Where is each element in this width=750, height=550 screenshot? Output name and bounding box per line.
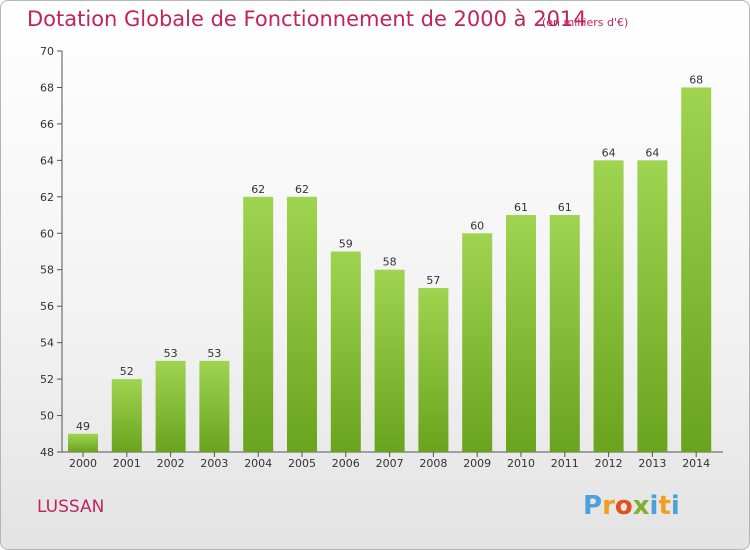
x-tick-label: 2009 <box>463 457 491 470</box>
y-tick-label: 50 <box>40 410 54 423</box>
x-tick-label: 2014 <box>682 457 710 470</box>
bar <box>462 233 493 452</box>
data-label: 58 <box>383 256 397 269</box>
bar <box>681 87 712 453</box>
data-label: 68 <box>689 73 703 86</box>
y-tick-label: 64 <box>40 154 54 167</box>
x-tick-label: 2013 <box>638 457 666 470</box>
data-label: 62 <box>295 183 309 196</box>
logo-letter: r <box>602 491 615 521</box>
data-label: 53 <box>207 347 221 360</box>
x-tick-label: 2012 <box>595 457 623 470</box>
bar <box>330 251 361 452</box>
bar <box>418 287 449 452</box>
y-tick-label: 58 <box>40 264 54 277</box>
unit-note: (en milliers d'€) <box>542 16 629 29</box>
data-label: 61 <box>558 201 572 214</box>
bar <box>506 215 536 452</box>
logo-letter: i <box>670 491 680 521</box>
logo-letter: i <box>649 491 659 521</box>
logo-letter: o <box>614 491 633 521</box>
x-tick-label: 2006 <box>332 457 360 470</box>
data-label: 60 <box>470 219 484 232</box>
y-tick-label: 48 <box>40 446 54 459</box>
proxiti-logo: Proxiti <box>583 491 680 521</box>
bar <box>287 196 317 452</box>
y-tick-label: 66 <box>40 118 54 131</box>
y-tick-label: 54 <box>40 337 54 350</box>
y-tick-label: 62 <box>40 191 54 204</box>
logo-letter: P <box>583 491 603 521</box>
y-tick-label: 68 <box>40 81 54 94</box>
bar <box>549 215 580 452</box>
x-tick-label: 2001 <box>113 457 141 470</box>
logo-letter: t <box>658 491 671 521</box>
x-tick-label: 2010 <box>507 457 535 470</box>
x-tick-label: 2008 <box>419 457 447 470</box>
bar <box>243 196 274 452</box>
bar <box>637 160 668 452</box>
y-tick-label: 70 <box>40 45 54 58</box>
x-tick-label: 2004 <box>244 457 272 470</box>
y-tick-label: 60 <box>40 227 54 240</box>
logo-letter: x <box>632 491 650 521</box>
data-label: 61 <box>514 201 528 214</box>
bar <box>111 379 142 452</box>
data-label: 49 <box>76 420 90 433</box>
x-tick-label: 2007 <box>376 457 404 470</box>
y-tick-label: 52 <box>40 373 54 386</box>
commune-name: LUSSAN <box>37 497 105 517</box>
x-tick-label: 2002 <box>157 457 185 470</box>
bar <box>155 360 186 452</box>
data-label: 52 <box>120 365 134 378</box>
x-tick-label: 2005 <box>288 457 316 470</box>
bar <box>374 269 405 452</box>
x-tick-label: 2003 <box>200 457 228 470</box>
bar <box>68 433 98 452</box>
chart-title: Dotation Globale de Fonctionnement de 20… <box>27 7 587 31</box>
y-tick-label: 56 <box>40 300 54 313</box>
bar <box>593 160 624 452</box>
data-label: 62 <box>251 183 265 196</box>
data-label: 53 <box>164 347 178 360</box>
bar <box>199 360 230 452</box>
data-label: 64 <box>602 146 616 159</box>
x-tick-label: 2011 <box>551 457 579 470</box>
data-label: 57 <box>426 274 440 287</box>
x-tick-label: 2000 <box>69 457 97 470</box>
data-label: 64 <box>645 146 659 159</box>
data-label: 59 <box>339 238 353 251</box>
